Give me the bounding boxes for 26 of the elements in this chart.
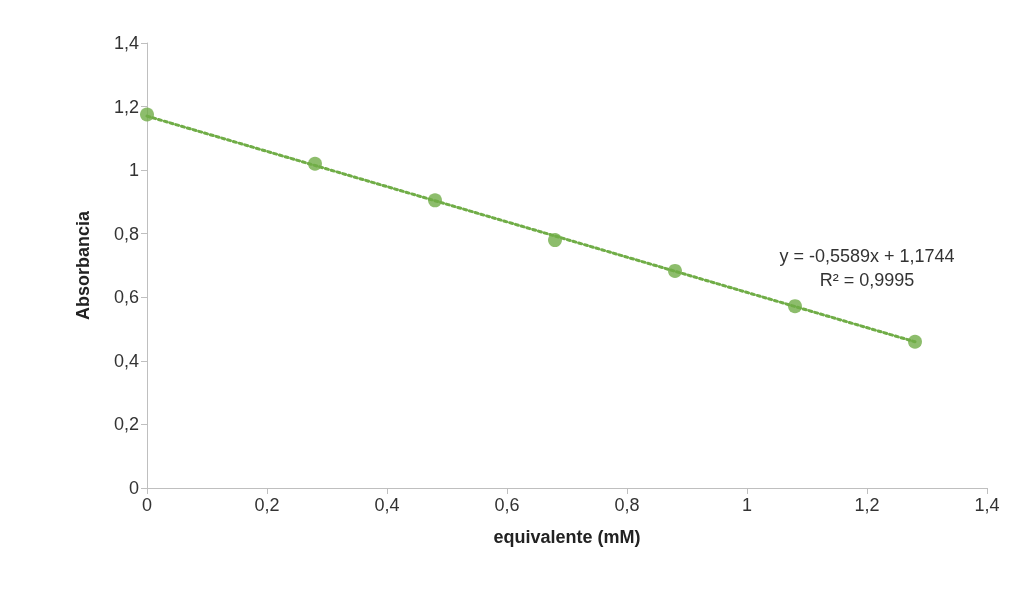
- y-tick-label: 0: [128, 478, 139, 498]
- point: [788, 299, 802, 314]
- y-tick-label: 0,8: [113, 223, 139, 244]
- x-tick-label: 0,8: [614, 495, 640, 515]
- x-tick-label: 0,6: [494, 495, 520, 515]
- x-tick-label: 0,4: [374, 495, 400, 515]
- point: [140, 107, 154, 122]
- x-axis-title: equivalente (mM): [493, 527, 641, 547]
- point: [548, 233, 562, 248]
- x-tick-label: 0,2: [254, 495, 280, 515]
- y-tick-label: 1,4: [113, 33, 139, 53]
- x-tick-label: 1,4: [974, 495, 1000, 515]
- annotation: y = -0,5589x + 1,1744 R² = 0,9995: [779, 246, 955, 290]
- x-tick-label: 0: [141, 495, 153, 515]
- point: [668, 263, 682, 278]
- point: [308, 156, 322, 171]
- y-tick-label: 0,4: [113, 350, 139, 371]
- y-axis-title: Absorbancia: [73, 210, 93, 321]
- y-tick-label: 1,2: [113, 96, 139, 117]
- point: [428, 193, 442, 208]
- y-tick-label: 1: [128, 160, 139, 181]
- y-tick-label: 0,2: [113, 414, 139, 435]
- point: [908, 334, 922, 349]
- x-tick-label: 1,2: [854, 495, 880, 515]
- y-tick-label: 0,6: [113, 287, 139, 308]
- x-tick-label: 1: [741, 495, 753, 515]
